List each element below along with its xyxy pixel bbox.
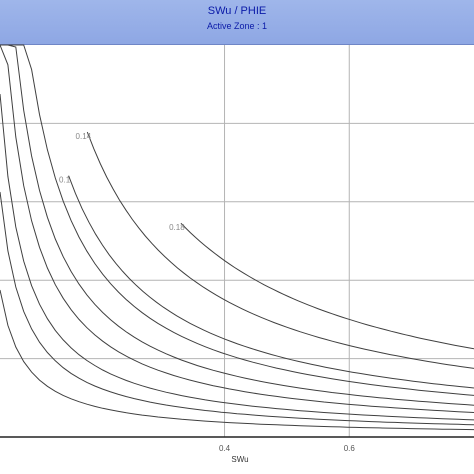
x-ticks: 0.4 0.6 <box>219 444 355 453</box>
curve-0.34 <box>0 93 474 421</box>
chart-title: SWu / PHIE <box>207 5 267 17</box>
curve-0.14 <box>86 131 474 369</box>
x-tick-label: 0.4 <box>219 444 231 453</box>
chart-header: SWu / PHIE Active Zone : 1 <box>0 0 474 45</box>
curve-0.22 <box>0 44 474 396</box>
curve-label-0.1: 0.1 <box>59 176 71 185</box>
curve-0.1 <box>68 175 474 389</box>
curves: 0.1 0.14 0.18 <box>0 44 474 431</box>
curve-0.42 <box>0 289 474 431</box>
grid-lines <box>0 45 474 438</box>
chart-subtitle: Active Zone : 1 <box>206 21 268 31</box>
curve-0.26 <box>0 44 474 406</box>
curve-0.18 <box>180 222 474 350</box>
curve-label-0.18: 0.18 <box>169 223 185 232</box>
x-tick-label: 0.6 <box>344 444 356 453</box>
x-axis-label: SWu <box>231 455 248 464</box>
curve-label-0.14: 0.14 <box>76 132 92 141</box>
curve-0.3 <box>0 44 474 413</box>
curve-0.38 <box>0 191 474 426</box>
